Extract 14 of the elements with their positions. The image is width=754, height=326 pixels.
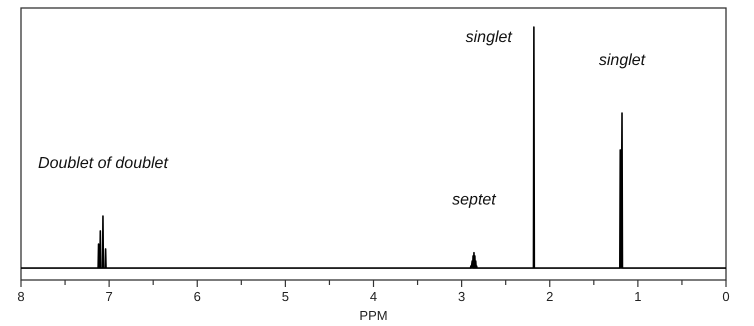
- x-axis-title: PPM: [359, 308, 388, 323]
- x-tick-label: 7: [106, 289, 113, 304]
- annotation: septet: [452, 192, 496, 209]
- x-tick-label: 8: [17, 289, 25, 304]
- x-tick-label: 0: [722, 289, 730, 304]
- x-tick-label: 6: [194, 289, 201, 304]
- annotation: singlet: [466, 29, 512, 46]
- x-tick-label: 5: [282, 289, 289, 304]
- annotation: Doublet of doublet: [38, 154, 168, 172]
- annotation: singlet: [598, 52, 646, 70]
- x-tick-label: 1: [634, 289, 642, 304]
- x-tick-label: 4: [370, 289, 378, 304]
- x-tick-label: 3: [458, 289, 466, 304]
- x-tick-label: 2: [546, 289, 554, 304]
